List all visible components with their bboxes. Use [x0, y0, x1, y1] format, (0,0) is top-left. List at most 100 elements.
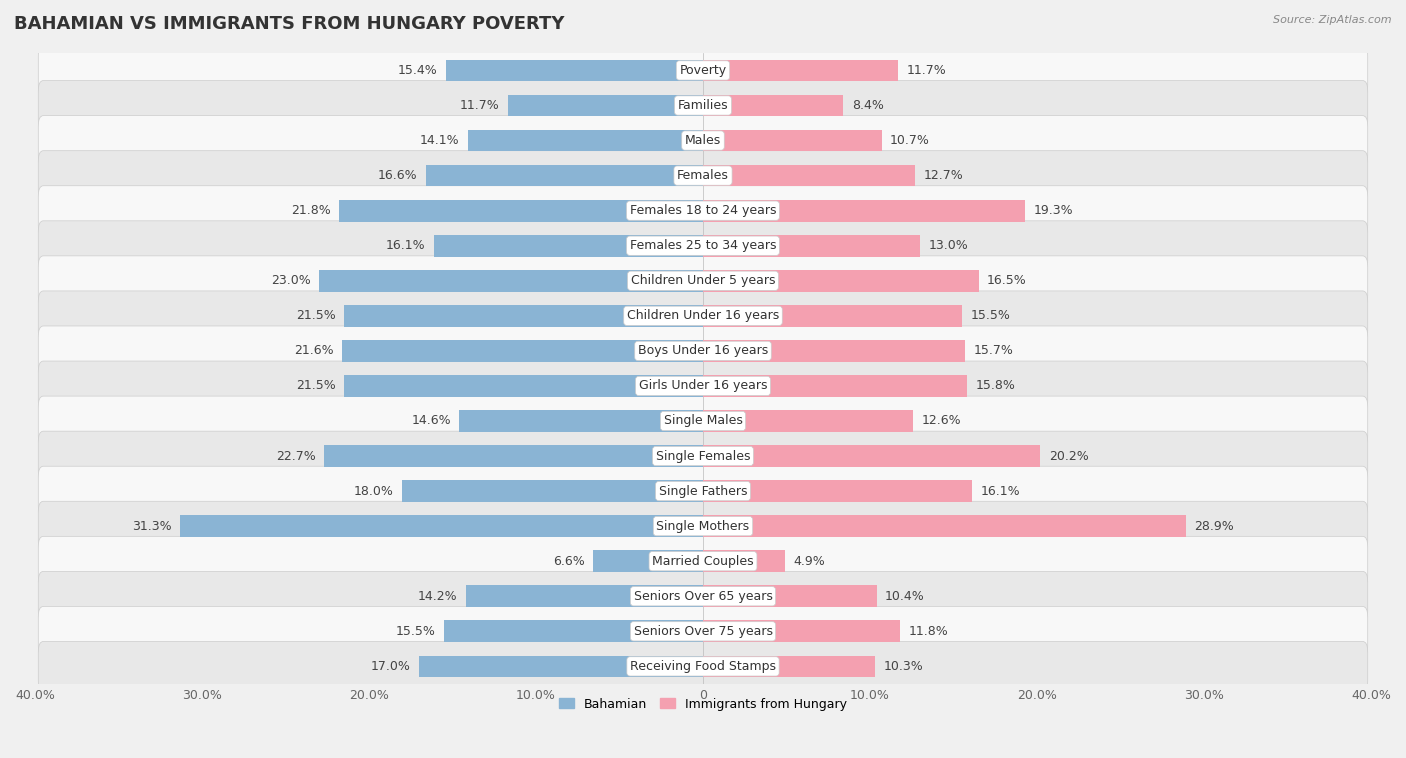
- Text: 16.1%: 16.1%: [980, 484, 1019, 497]
- Text: 10.4%: 10.4%: [884, 590, 925, 603]
- Bar: [342, 340, 703, 362]
- Text: 12.7%: 12.7%: [924, 169, 963, 182]
- Text: 15.7%: 15.7%: [973, 344, 1014, 357]
- Bar: [703, 585, 877, 607]
- Bar: [703, 656, 875, 677]
- Bar: [703, 550, 785, 572]
- FancyBboxPatch shape: [38, 291, 1368, 340]
- Text: Seniors Over 65 years: Seniors Over 65 years: [634, 590, 772, 603]
- Text: Single Fathers: Single Fathers: [659, 484, 747, 497]
- Text: 21.5%: 21.5%: [295, 380, 336, 393]
- Text: Children Under 5 years: Children Under 5 years: [631, 274, 775, 287]
- Bar: [703, 375, 967, 396]
- FancyBboxPatch shape: [38, 221, 1368, 271]
- Bar: [703, 340, 965, 362]
- Text: Females 18 to 24 years: Females 18 to 24 years: [630, 204, 776, 217]
- Bar: [446, 60, 703, 81]
- Text: 10.3%: 10.3%: [883, 660, 924, 673]
- Text: Single Females: Single Females: [655, 449, 751, 462]
- Text: 15.8%: 15.8%: [976, 380, 1015, 393]
- Text: 17.0%: 17.0%: [371, 660, 411, 673]
- Bar: [703, 515, 1185, 537]
- Text: Males: Males: [685, 134, 721, 147]
- Bar: [323, 445, 703, 467]
- Text: Seniors Over 75 years: Seniors Over 75 years: [634, 625, 772, 637]
- Text: 23.0%: 23.0%: [271, 274, 311, 287]
- Text: 11.7%: 11.7%: [460, 99, 499, 112]
- Text: Single Mothers: Single Mothers: [657, 520, 749, 533]
- Bar: [180, 515, 703, 537]
- Text: Married Couples: Married Couples: [652, 555, 754, 568]
- Text: Girls Under 16 years: Girls Under 16 years: [638, 380, 768, 393]
- Bar: [703, 95, 844, 116]
- FancyBboxPatch shape: [38, 466, 1368, 516]
- Text: Poverty: Poverty: [679, 64, 727, 77]
- Text: 13.0%: 13.0%: [928, 240, 969, 252]
- Text: Boys Under 16 years: Boys Under 16 years: [638, 344, 768, 357]
- Bar: [426, 164, 703, 186]
- Text: 14.2%: 14.2%: [418, 590, 457, 603]
- Bar: [460, 410, 703, 432]
- Bar: [344, 305, 703, 327]
- FancyBboxPatch shape: [38, 256, 1368, 305]
- Text: 16.1%: 16.1%: [387, 240, 426, 252]
- Legend: Bahamian, Immigrants from Hungary: Bahamian, Immigrants from Hungary: [554, 693, 852, 716]
- FancyBboxPatch shape: [38, 361, 1368, 411]
- Bar: [703, 200, 1025, 221]
- Text: BAHAMIAN VS IMMIGRANTS FROM HUNGARY POVERTY: BAHAMIAN VS IMMIGRANTS FROM HUNGARY POVE…: [14, 15, 565, 33]
- Bar: [703, 235, 920, 256]
- Text: 15.5%: 15.5%: [970, 309, 1010, 322]
- FancyBboxPatch shape: [38, 186, 1368, 236]
- FancyBboxPatch shape: [38, 45, 1368, 96]
- Bar: [703, 445, 1040, 467]
- Bar: [703, 270, 979, 292]
- Bar: [703, 130, 882, 152]
- Bar: [319, 270, 703, 292]
- FancyBboxPatch shape: [38, 501, 1368, 551]
- Bar: [508, 95, 703, 116]
- Text: 4.9%: 4.9%: [793, 555, 825, 568]
- FancyBboxPatch shape: [38, 606, 1368, 656]
- FancyBboxPatch shape: [38, 151, 1368, 200]
- Text: 14.6%: 14.6%: [411, 415, 451, 428]
- Bar: [703, 481, 972, 502]
- Text: Females 25 to 34 years: Females 25 to 34 years: [630, 240, 776, 252]
- Bar: [419, 656, 703, 677]
- Text: 19.3%: 19.3%: [1033, 204, 1073, 217]
- Text: 11.8%: 11.8%: [908, 625, 948, 637]
- Text: 15.5%: 15.5%: [396, 625, 436, 637]
- Bar: [339, 200, 703, 221]
- Text: 21.6%: 21.6%: [294, 344, 333, 357]
- FancyBboxPatch shape: [38, 396, 1368, 446]
- Bar: [703, 410, 914, 432]
- Bar: [465, 585, 703, 607]
- Text: 28.9%: 28.9%: [1194, 520, 1234, 533]
- FancyBboxPatch shape: [38, 80, 1368, 130]
- Text: 20.2%: 20.2%: [1049, 449, 1088, 462]
- Text: 22.7%: 22.7%: [276, 449, 315, 462]
- Bar: [703, 164, 915, 186]
- Text: 16.6%: 16.6%: [378, 169, 418, 182]
- Text: Single Males: Single Males: [664, 415, 742, 428]
- Bar: [344, 375, 703, 396]
- FancyBboxPatch shape: [38, 431, 1368, 481]
- Text: 21.5%: 21.5%: [295, 309, 336, 322]
- Text: 21.8%: 21.8%: [291, 204, 330, 217]
- Text: 14.1%: 14.1%: [419, 134, 460, 147]
- Text: 31.3%: 31.3%: [132, 520, 172, 533]
- FancyBboxPatch shape: [38, 537, 1368, 586]
- Text: 16.5%: 16.5%: [987, 274, 1026, 287]
- Text: Children Under 16 years: Children Under 16 years: [627, 309, 779, 322]
- FancyBboxPatch shape: [38, 116, 1368, 165]
- Bar: [593, 550, 703, 572]
- Text: 6.6%: 6.6%: [553, 555, 585, 568]
- Text: 10.7%: 10.7%: [890, 134, 929, 147]
- Bar: [703, 621, 900, 642]
- Bar: [444, 621, 703, 642]
- Text: 18.0%: 18.0%: [354, 484, 394, 497]
- Bar: [434, 235, 703, 256]
- FancyBboxPatch shape: [38, 572, 1368, 621]
- FancyBboxPatch shape: [38, 326, 1368, 376]
- Bar: [703, 60, 898, 81]
- Text: 8.4%: 8.4%: [852, 99, 883, 112]
